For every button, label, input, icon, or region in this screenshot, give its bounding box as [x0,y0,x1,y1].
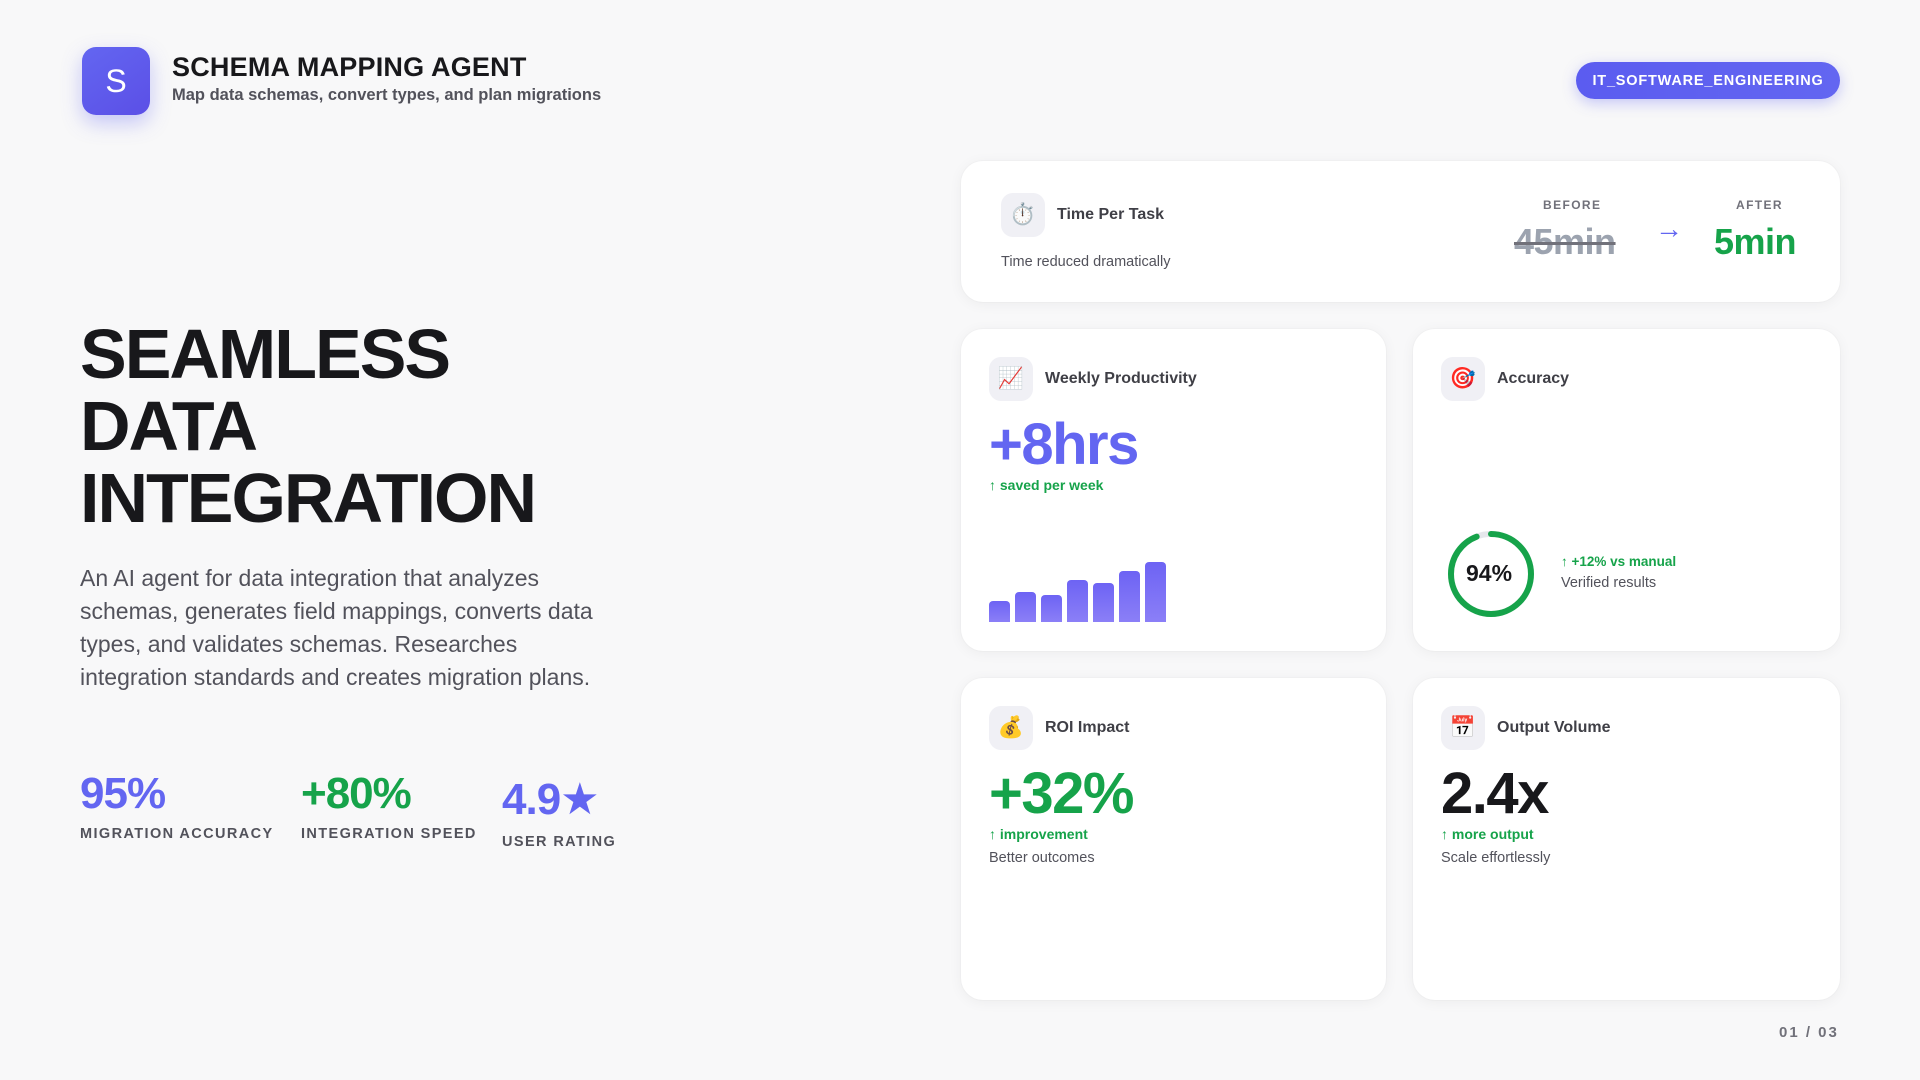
stat-migration-accuracy: 95% MIGRATION ACCURACY [80,769,274,843]
hero-title-line: INTEGRATION [80,459,537,537]
card-title: Weekly Productivity [1045,370,1197,387]
productivity-bar [1119,571,1140,622]
productivity-bar [1041,595,1062,622]
app-subtitle: Map data schemas, convert types, and pla… [172,86,602,104]
card-caption: Verified results [1561,575,1657,591]
hero-title-line: DATA [80,387,258,465]
card-title: ROI Impact [1045,719,1130,736]
stat-integration-speed: +80% INTEGRATION SPEED [301,769,477,843]
stat-value: 4.9★ [502,775,600,824]
stat-user-rating: 4.9★ USER RATING [502,775,617,851]
productivity-bar [1015,592,1036,622]
hero-description: An AI agent for data integration that an… [80,565,593,690]
productivity-bar [1145,562,1166,622]
chart-increasing-icon: 📈 [989,357,1033,401]
ring-value: 94% [1466,560,1513,586]
card-caption: Scale effortlessly [1441,850,1551,866]
stat-label: INTEGRATION SPEED [301,826,477,842]
trend-text: ↑ more output [1441,826,1534,842]
stat-value: +80% [301,769,412,818]
after-label: AFTER [1736,198,1783,212]
productivity-value: +8hrs [989,412,1139,477]
before-value: 45min [1514,221,1616,262]
hero-title: SEAMLESS DATA INTEGRATION [80,318,700,534]
stat-label: USER RATING [502,834,617,850]
ring-progress [1448,531,1534,617]
app-title: SCHEMA MAPPING AGENT [172,52,527,82]
after-value: 5min [1714,221,1797,262]
hero-title-line: SEAMLESS [80,315,451,393]
trend-text: ↑ saved per week [989,477,1104,493]
stat-label: MIGRATION ACCURACY [80,826,274,842]
target-icon: 🎯 [1441,357,1485,401]
roi-impact-card: 💰 ROI Impact +32% ↑ improvement Better o… [961,678,1386,1000]
weekly-productivity-card: 📈 Weekly Productivity +8hrs ↑ saved per … [961,329,1386,651]
page-indicator: 01 / 03 [1779,1024,1839,1041]
time-per-task-card: ⏱️ Time Per Task Time reduced dramatical… [961,161,1840,302]
output-value: 2.4x [1441,761,1549,826]
roi-value: +32% [989,761,1134,826]
calendar-icon: 📅 [1441,706,1485,750]
productivity-bar [1067,580,1088,622]
money-bag-icon: 💰 [989,706,1033,750]
card-title: Time Per Task [1057,206,1165,223]
accuracy-ring [1448,531,1534,617]
stopwatch-icon: ⏱️ [1001,193,1045,237]
card-caption: Better outcomes [989,850,1095,866]
app-logo: S [82,47,150,115]
arrow-right-icon: → [1655,213,1683,244]
card-title: Accuracy [1497,370,1570,387]
trend-text: ↑ improvement [989,826,1088,842]
output-volume-card: 📅 Output Volume 2.4x ↑ more output Scale… [1413,678,1840,1000]
category-badge[interactable]: IT_SOFTWARE_ENGINEERING [1576,62,1840,99]
before-label: BEFORE [1543,198,1602,212]
stat-value: 95% [80,769,166,818]
trend-text: ↑ +12% vs manual [1561,554,1677,569]
productivity-bar [1093,583,1114,622]
productivity-bar [989,601,1010,622]
accuracy-card: 🎯 Accuracy 94% ↑ +12% vs manual Verified… [1413,329,1840,651]
card-caption: Time reduced dramatically [1001,254,1171,270]
card-title: Output Volume [1497,719,1611,736]
